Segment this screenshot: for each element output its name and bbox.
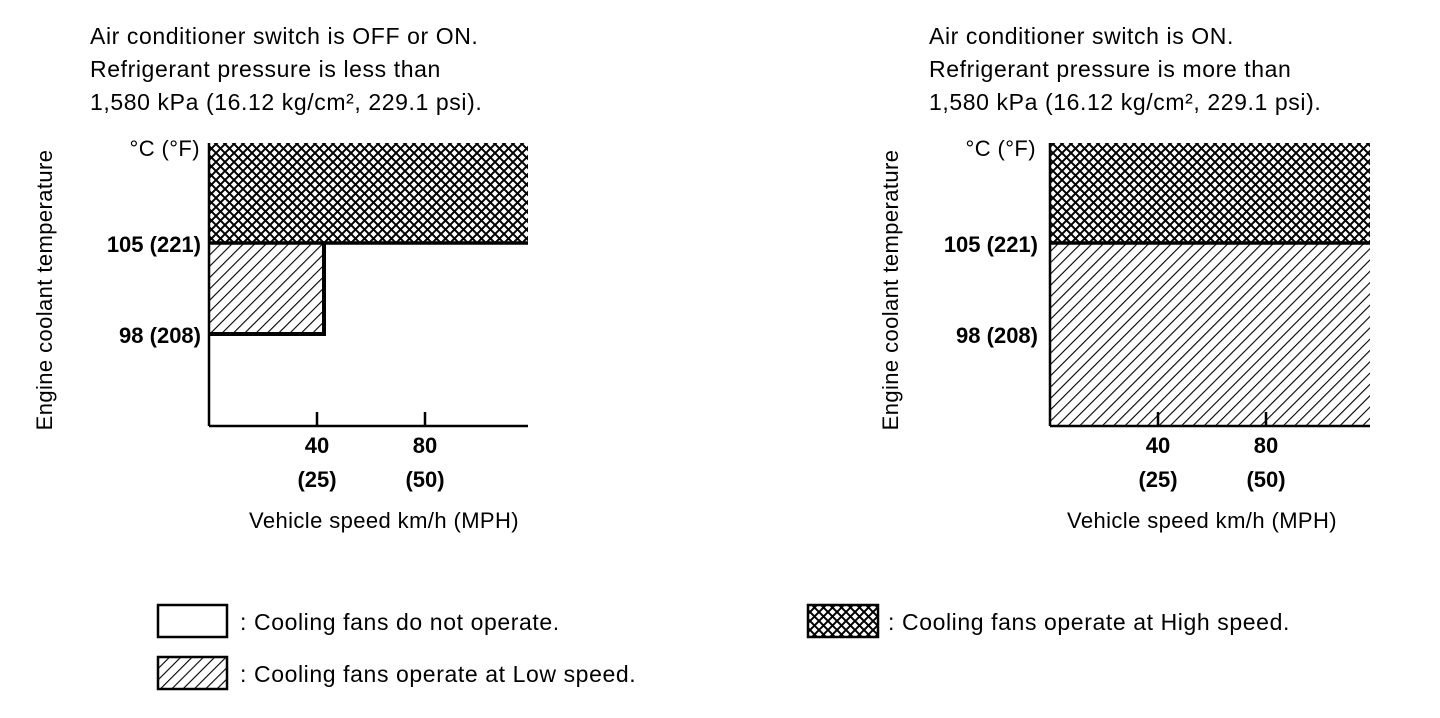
left-x-tick-50: (50): [405, 467, 444, 492]
right-y-tick-98: 98 (208): [956, 323, 1038, 348]
left-boundary-98: [209, 243, 326, 336]
left-y-unit: °C (°F): [130, 136, 201, 161]
right-caption-line-2: Refrigerant pressure is more than: [929, 56, 1291, 82]
left-x-tick-80: 80: [413, 433, 437, 458]
legend: : Cooling fans do not operate. : Cooling…: [156, 603, 1290, 691]
legend-high-label: : Cooling fans operate at High speed.: [888, 609, 1290, 635]
left-panel: Air conditioner switch is OFF or ON. Ref…: [32, 23, 528, 533]
left-x-axis-label: Vehicle speed km/h (MPH): [249, 508, 519, 533]
right-x-tick-80: 80: [1254, 433, 1278, 458]
right-x-tick-50: (50): [1246, 467, 1285, 492]
right-y-tick-105: 105 (221): [944, 232, 1038, 257]
right-x-tick-40: 40: [1146, 433, 1170, 458]
legend-low-label: : Cooling fans operate at Low speed.: [240, 661, 636, 687]
right-caption-line-1: Air conditioner switch is ON.: [929, 23, 1234, 49]
left-low-speed-region: [209, 243, 324, 334]
left-caption-line-2: Refrigerant pressure is less than: [90, 56, 441, 82]
legend-high-swatch: [806, 603, 880, 639]
left-y-tick-98: 98 (208): [119, 323, 201, 348]
legend-off-swatch: [156, 603, 229, 639]
legend-off-label: : Cooling fans do not operate.: [240, 609, 560, 635]
right-caption-line-3: 1,580 kPa (16.12 kg/cm², 229.1 psi).: [929, 89, 1321, 115]
right-y-axis-label: Engine coolant temperature: [878, 150, 903, 431]
right-high-speed-region: [1050, 143, 1370, 243]
right-x-tick-25: (25): [1138, 467, 1177, 492]
right-low-speed-region: [1050, 243, 1370, 426]
left-caption-line-3: 1,580 kPa (16.12 kg/cm², 229.1 psi).: [90, 89, 482, 115]
left-y-tick-105: 105 (221): [107, 232, 201, 257]
left-caption-line-1: Air conditioner switch is OFF or ON.: [90, 23, 478, 49]
left-y-axis-label: Engine coolant temperature: [32, 150, 57, 431]
left-high-speed-region: [209, 143, 528, 243]
right-x-axis-label: Vehicle speed km/h (MPH): [1067, 508, 1337, 533]
left-x-tick-25: (25): [297, 467, 336, 492]
right-y-unit: °C (°F): [966, 136, 1037, 161]
legend-low-swatch: [156, 655, 229, 691]
right-panel: Air conditioner switch is ON. Refrigeran…: [878, 23, 1370, 533]
left-x-tick-40: 40: [305, 433, 329, 458]
